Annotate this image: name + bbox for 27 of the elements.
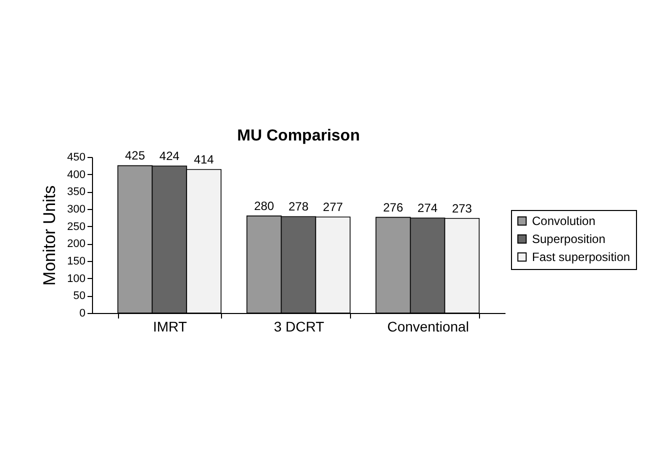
y-tick-label: 400 [67,168,86,181]
data-label: 424 [159,149,180,164]
y-axis-title: Monitor Units [40,185,60,286]
data-label: 276 [383,200,404,214]
y-tick-label: 0 [79,308,86,320]
y-tick-label: 350 [67,186,86,198]
data-label: 280 [254,198,274,213]
data-label: 274 [418,201,438,216]
data-label: 273 [452,201,472,216]
y-tick-label: 200 [67,238,86,250]
legend-label: Superposition [532,232,606,246]
y-tick-label: 450 [67,152,86,164]
legend-label: Fast superposition [532,250,630,264]
x-tick-label: IMRT [152,318,188,334]
x-tick-label: 3 DCRT [274,318,325,334]
data-label: 414 [194,152,214,166]
data-label: 277 [322,200,344,214]
data-label: 278 [288,200,309,214]
y-tick-label: 100 [67,272,86,285]
y-tick-label: 250 [67,220,86,233]
chart-title: MU Comparison [237,128,360,145]
x-tick-label: Conventional [387,318,469,334]
y-tick-label: 300 [67,204,86,216]
legend-label: Convolution [532,214,596,228]
data-label: 425 [125,148,146,163]
y-tick-label: 150 [67,256,86,268]
y-tick-label: 50 [73,290,86,302]
